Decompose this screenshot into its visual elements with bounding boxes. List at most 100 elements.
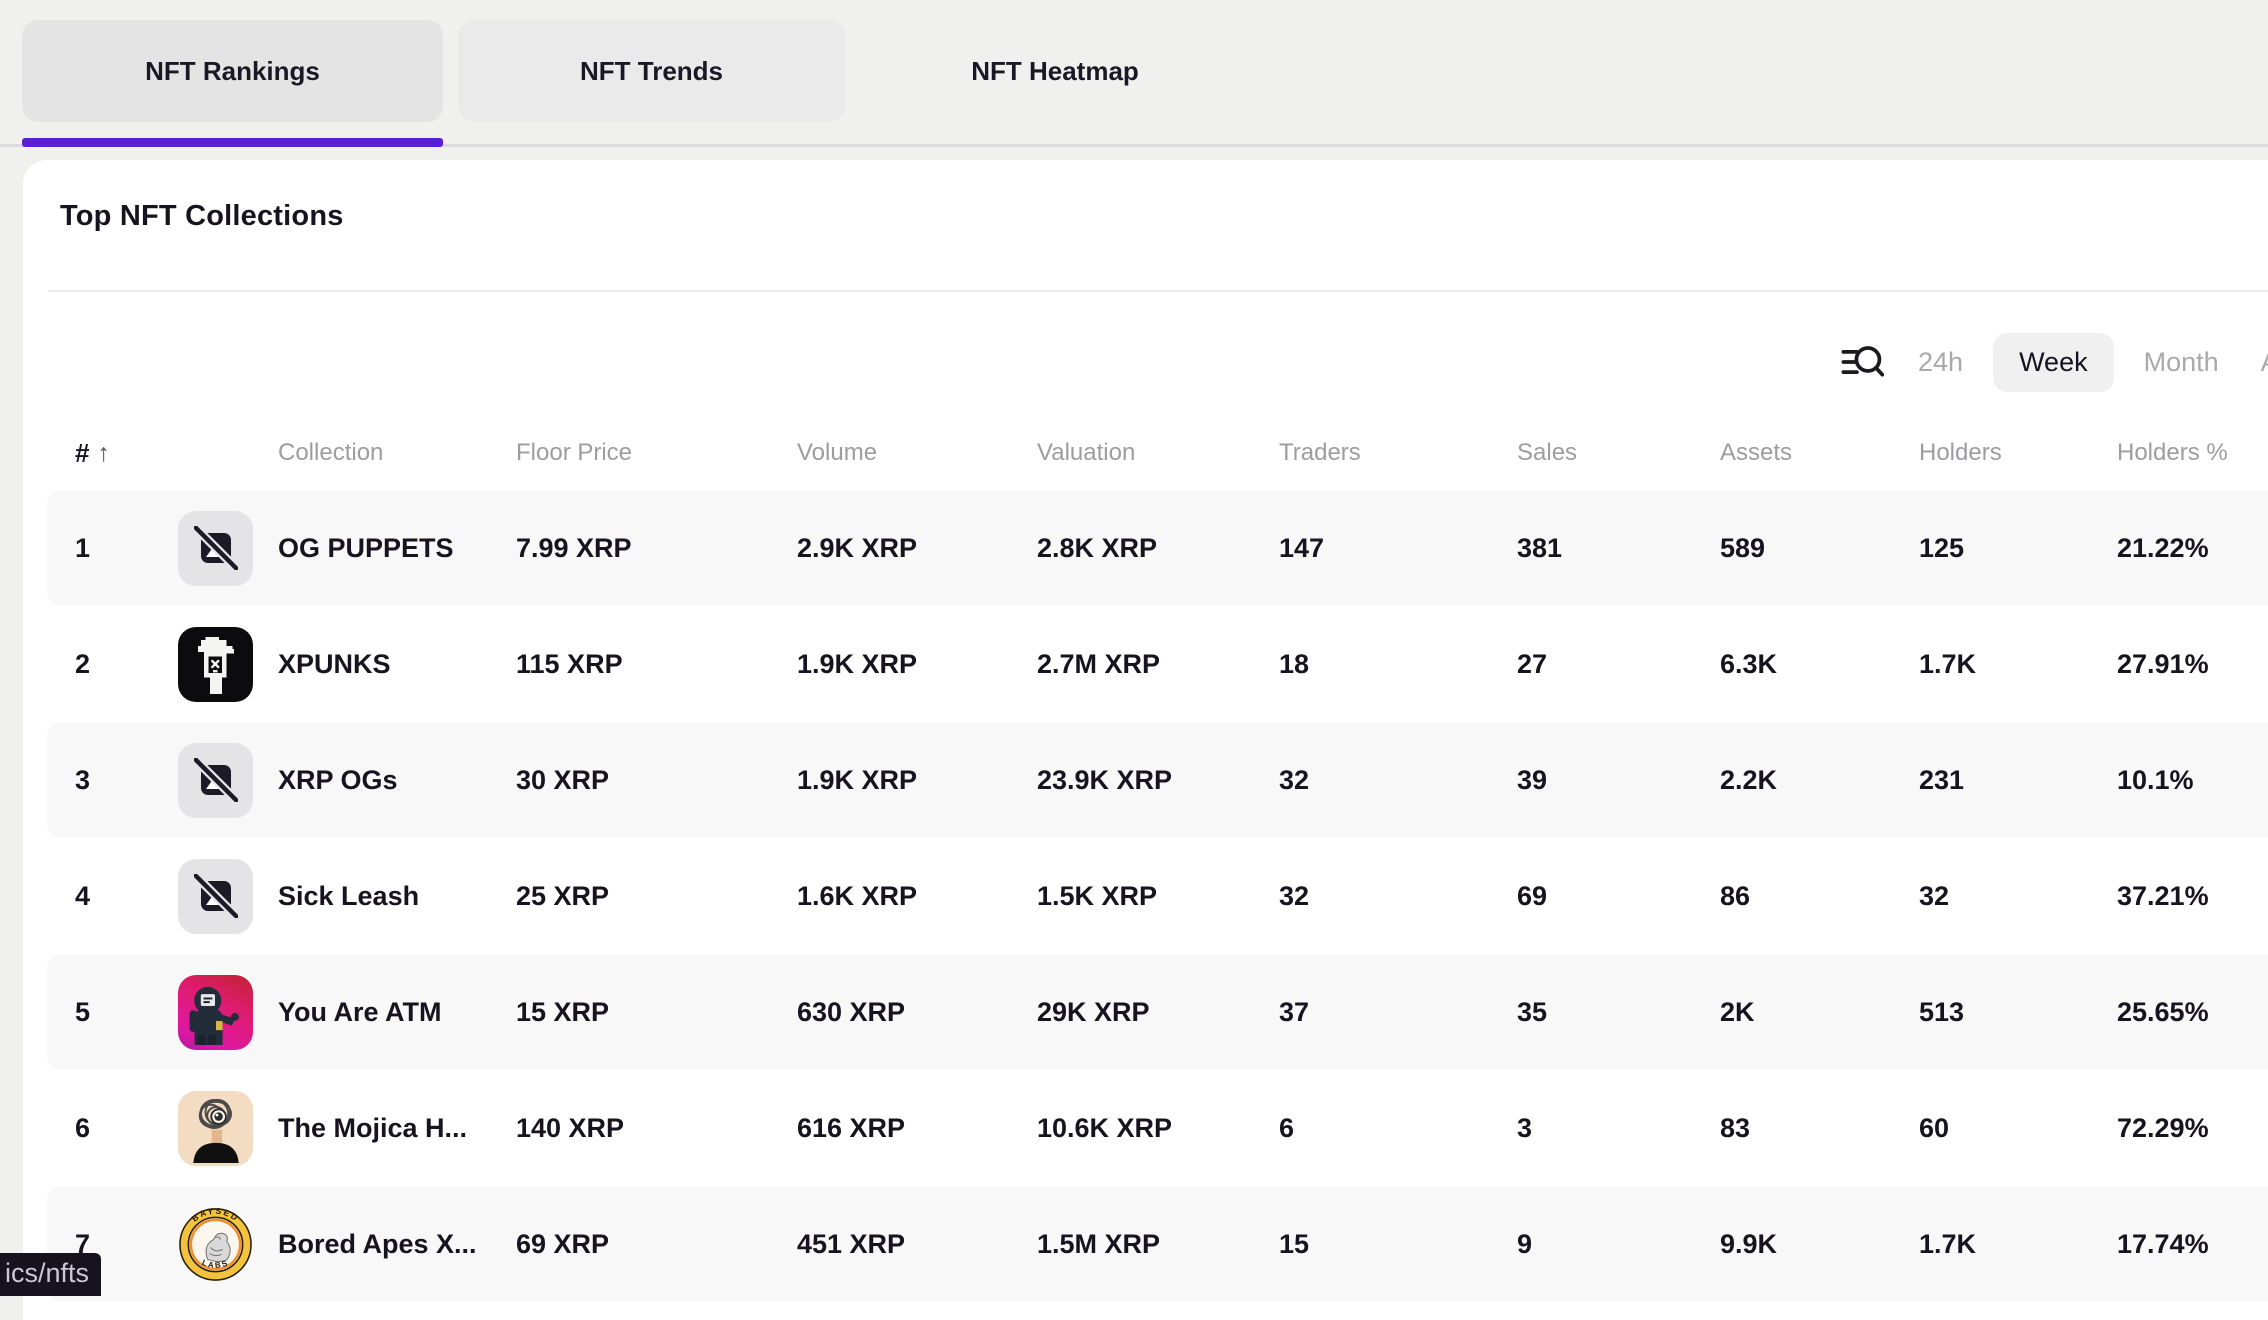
rank-cell: 5: [75, 996, 91, 1027]
xpunks-pixel-avatar: [178, 626, 253, 702]
astronaut-atm-avatar: [178, 974, 253, 1050]
collection-name-cell: XPUNKS: [278, 648, 391, 679]
holders-pct-cell: 27.91%: [2117, 648, 2209, 679]
volume-cell: 1.9K XRP: [797, 648, 918, 679]
tab-nft-trends[interactable]: NFT Trends: [458, 20, 845, 122]
assets-cell: 2.2K: [1720, 764, 1778, 795]
column-header-rank[interactable]: # ↑: [47, 438, 178, 469]
holders-cell: 1.7K: [1919, 1228, 1977, 1259]
holders-cell: 513: [1919, 996, 1965, 1027]
tabbar-divider: [0, 144, 2268, 147]
volume-cell: 451 XRP: [797, 1228, 906, 1259]
column-header-volume[interactable]: Volume: [797, 439, 878, 466]
active-tab-indicator: [22, 138, 443, 147]
volume-cell: 1.9K XRP: [797, 764, 918, 795]
rank-cell: 1: [75, 532, 91, 563]
column-header-assets[interactable]: Assets: [1720, 439, 1793, 466]
volume-cell: 2.9K XRP: [797, 532, 918, 563]
rank-cell: 4: [75, 880, 91, 911]
tab-nft-rankings[interactable]: NFT Rankings: [22, 20, 443, 122]
timeframe-24h-button[interactable]: 24h: [1918, 346, 1964, 377]
table-row-og-puppets[interactable]: 1 OG PUPPETS 7.99 XRP 2.9K XRP 2.8K XRP …: [47, 490, 2268, 606]
column-header-collection[interactable]: Collection: [278, 439, 384, 466]
floor-price-cell: 15 XRP: [516, 996, 610, 1027]
table-row-sick-leash[interactable]: 4 Sick Leash 25 XRP 1.6K XRP 1.5K XRP 32…: [47, 838, 2268, 954]
floor-price-cell: 140 XRP: [516, 1112, 625, 1143]
sketch-eye-avatar: [178, 1090, 253, 1166]
holders-cell: 231: [1919, 764, 1965, 795]
sales-cell: 381: [1517, 532, 1563, 563]
traders-cell: 18: [1279, 648, 1310, 679]
assets-cell: 589: [1720, 532, 1766, 563]
top-nft-collections-card: Top NFT Collections 24h Week Month All #…: [23, 160, 2268, 1320]
holders-cell: 1.7K: [1919, 648, 1977, 679]
valuation-cell: 29K XRP: [1037, 996, 1150, 1027]
timeframe-month-button[interactable]: Month: [2143, 346, 2219, 377]
floor-price-cell: 25 XRP: [516, 880, 610, 911]
table-header-row: # ↑ Collection Floor Price Volume Valuat…: [47, 415, 2268, 491]
timeframe-all-button[interactable]: All: [2261, 347, 2268, 378]
rank-cell: 6: [75, 1112, 91, 1143]
broken-image-icon: [178, 742, 253, 818]
valuation-cell: 10.6K XRP: [1037, 1112, 1173, 1143]
rank-hash-label: #: [75, 437, 90, 468]
sort-ascending-icon: ↑: [97, 438, 110, 467]
holders-cell: 60: [1919, 1112, 1950, 1143]
broken-image-icon: [178, 858, 253, 934]
rank-cell: 7: [75, 1228, 91, 1259]
link-preview-text: ics/nfts: [5, 1257, 90, 1288]
table-row-you-are-atm[interactable]: 5 You Are ATM 15 XRP 630 XRP 29K XRP 37 …: [47, 954, 2268, 1070]
holders-pct-cell: 21.22%: [2117, 532, 2209, 563]
tab-nft-heatmap[interactable]: NFT Heatmap: [971, 55, 1139, 86]
baysed-labs-coin-logo: [178, 1207, 253, 1282]
valuation-cell: 1.5K XRP: [1037, 880, 1158, 911]
sales-cell: 35: [1517, 996, 1548, 1027]
table-row-xpunks[interactable]: 2 XPUNKS 115 XRP 1.9K XRP 2.7M XRP 18 27…: [47, 606, 2268, 722]
traders-cell: 6: [1279, 1112, 1295, 1143]
sales-cell: 27: [1517, 648, 1548, 679]
holders-pct-cell: 10.1%: [2117, 764, 2194, 795]
assets-cell: 2K: [1720, 996, 1755, 1027]
valuation-cell: 23.9K XRP: [1037, 764, 1173, 795]
broken-image-icon: [178, 510, 253, 586]
link-preview-statusbar: ics/nfts: [0, 1253, 102, 1296]
column-header-valuation[interactable]: Valuation: [1037, 439, 1136, 466]
holders-cell: 125: [1919, 532, 1965, 563]
valuation-cell: 1.5M XRP: [1037, 1228, 1161, 1259]
table-controls: 24h Week Month All: [1840, 331, 2268, 393]
collection-name-cell: XRP OGs: [278, 764, 398, 795]
filter-search-icon[interactable]: [1840, 340, 1884, 384]
card-title: Top NFT Collections: [60, 200, 344, 232]
floor-price-cell: 69 XRP: [516, 1228, 610, 1259]
timeframe-week-button[interactable]: Week: [1993, 332, 2114, 392]
table-row-the-mojica[interactable]: 6 The Mojica H... 140 XRP 616 XRP 10.6K …: [47, 1070, 2268, 1186]
traders-cell: 32: [1279, 764, 1310, 795]
column-header-sales[interactable]: Sales: [1517, 439, 1578, 466]
sales-cell: 3: [1517, 1112, 1533, 1143]
rank-cell: 3: [75, 764, 91, 795]
collection-name-cell: Bored Apes X...: [278, 1228, 477, 1259]
rank-cell: 2: [75, 648, 91, 679]
sales-cell: 39: [1517, 764, 1548, 795]
holders-pct-cell: 25.65%: [2117, 996, 2209, 1027]
assets-cell: 86: [1720, 880, 1751, 911]
nft-section-tabs: NFT Rankings NFT Trends NFT Heatmap: [22, 20, 1250, 122]
column-header-floor-price[interactable]: Floor Price: [516, 439, 633, 466]
table-row-xrp-ogs[interactable]: 3 XRP OGs 30 XRP 1.9K XRP 23.9K XRP 32 3…: [47, 722, 2268, 838]
column-header-holders-pct[interactable]: Holders %: [2117, 439, 2228, 466]
column-header-holders[interactable]: Holders: [1919, 439, 2002, 466]
floor-price-cell: 30 XRP: [516, 764, 610, 795]
table-row-bored-apes[interactable]: 7 Bored Apes X... 69 XRP 451 XRP 1.5M XR…: [47, 1186, 2268, 1302]
collection-name-cell: OG PUPPETS: [278, 532, 454, 563]
sales-cell: 69: [1517, 880, 1548, 911]
volume-cell: 1.6K XRP: [797, 880, 918, 911]
holders-cell: 32: [1919, 880, 1950, 911]
holders-pct-cell: 37.21%: [2117, 880, 2209, 911]
column-header-traders[interactable]: Traders: [1279, 439, 1361, 466]
collection-name-cell: The Mojica H...: [278, 1112, 468, 1143]
valuation-cell: 2.7M XRP: [1037, 648, 1161, 679]
traders-cell: 147: [1279, 532, 1325, 563]
traders-cell: 32: [1279, 880, 1310, 911]
assets-cell: 83: [1720, 1112, 1751, 1143]
